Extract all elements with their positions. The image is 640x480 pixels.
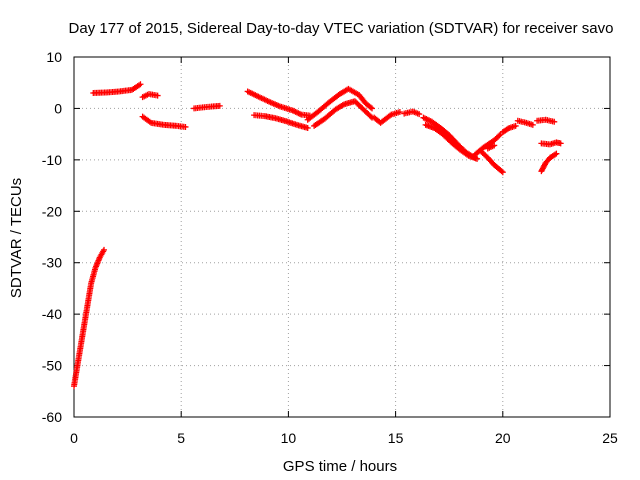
data-point	[504, 125, 511, 132]
data-point	[304, 124, 311, 131]
axis-ticks	[73, 56, 611, 418]
x-tick-label: 5	[177, 430, 185, 446]
data-point	[551, 118, 558, 125]
data-point	[498, 168, 505, 175]
data-point	[512, 122, 519, 129]
y-tick-label: 10	[46, 49, 62, 65]
data-point	[491, 142, 498, 149]
data-point	[557, 140, 564, 147]
x-tick-label: 25	[602, 430, 618, 446]
data-point	[216, 102, 223, 109]
y-tick-labels: -60 -50 -40 -30 -20 -10 0 10	[42, 49, 62, 425]
chart-title: Day 177 of 2015, Sidereal Day-to-day VTE…	[69, 20, 614, 37]
y-tick-label: -20	[42, 203, 62, 219]
data-point	[529, 121, 536, 128]
data-point	[416, 111, 423, 118]
data-point	[367, 113, 374, 120]
data-point	[386, 112, 393, 119]
x-axis-label: GPS time / hours	[283, 458, 397, 475]
y-tick-label: -30	[42, 255, 62, 271]
data-point	[474, 155, 481, 162]
data-point	[553, 150, 560, 157]
grid-lines	[74, 57, 610, 417]
data-point	[496, 132, 503, 139]
data-point	[499, 169, 506, 176]
data-point	[137, 81, 144, 88]
x-tick-label: 0	[70, 430, 78, 446]
data-point	[101, 246, 108, 253]
x-tick-label: 20	[495, 430, 511, 446]
y-tick-label: -50	[42, 358, 62, 374]
data-point	[369, 105, 376, 112]
data-point	[396, 109, 403, 116]
y-tick-label: -40	[42, 306, 62, 322]
data-point	[182, 123, 189, 130]
data-point	[154, 92, 161, 99]
data-points	[71, 81, 564, 390]
x-tick-label: 15	[388, 430, 404, 446]
data-point	[552, 151, 559, 158]
x-tick-labels: 0 5 10 15 20 25	[70, 430, 618, 446]
plot-frame	[73, 56, 611, 418]
y-tick-label: -60	[42, 409, 62, 425]
x-tick-label: 10	[281, 430, 297, 446]
y-axis-label: SDTVAR / TECUs	[8, 178, 25, 298]
y-tick-label: -10	[42, 152, 62, 168]
data-point	[367, 104, 374, 111]
y-tick-label: 0	[54, 100, 62, 116]
